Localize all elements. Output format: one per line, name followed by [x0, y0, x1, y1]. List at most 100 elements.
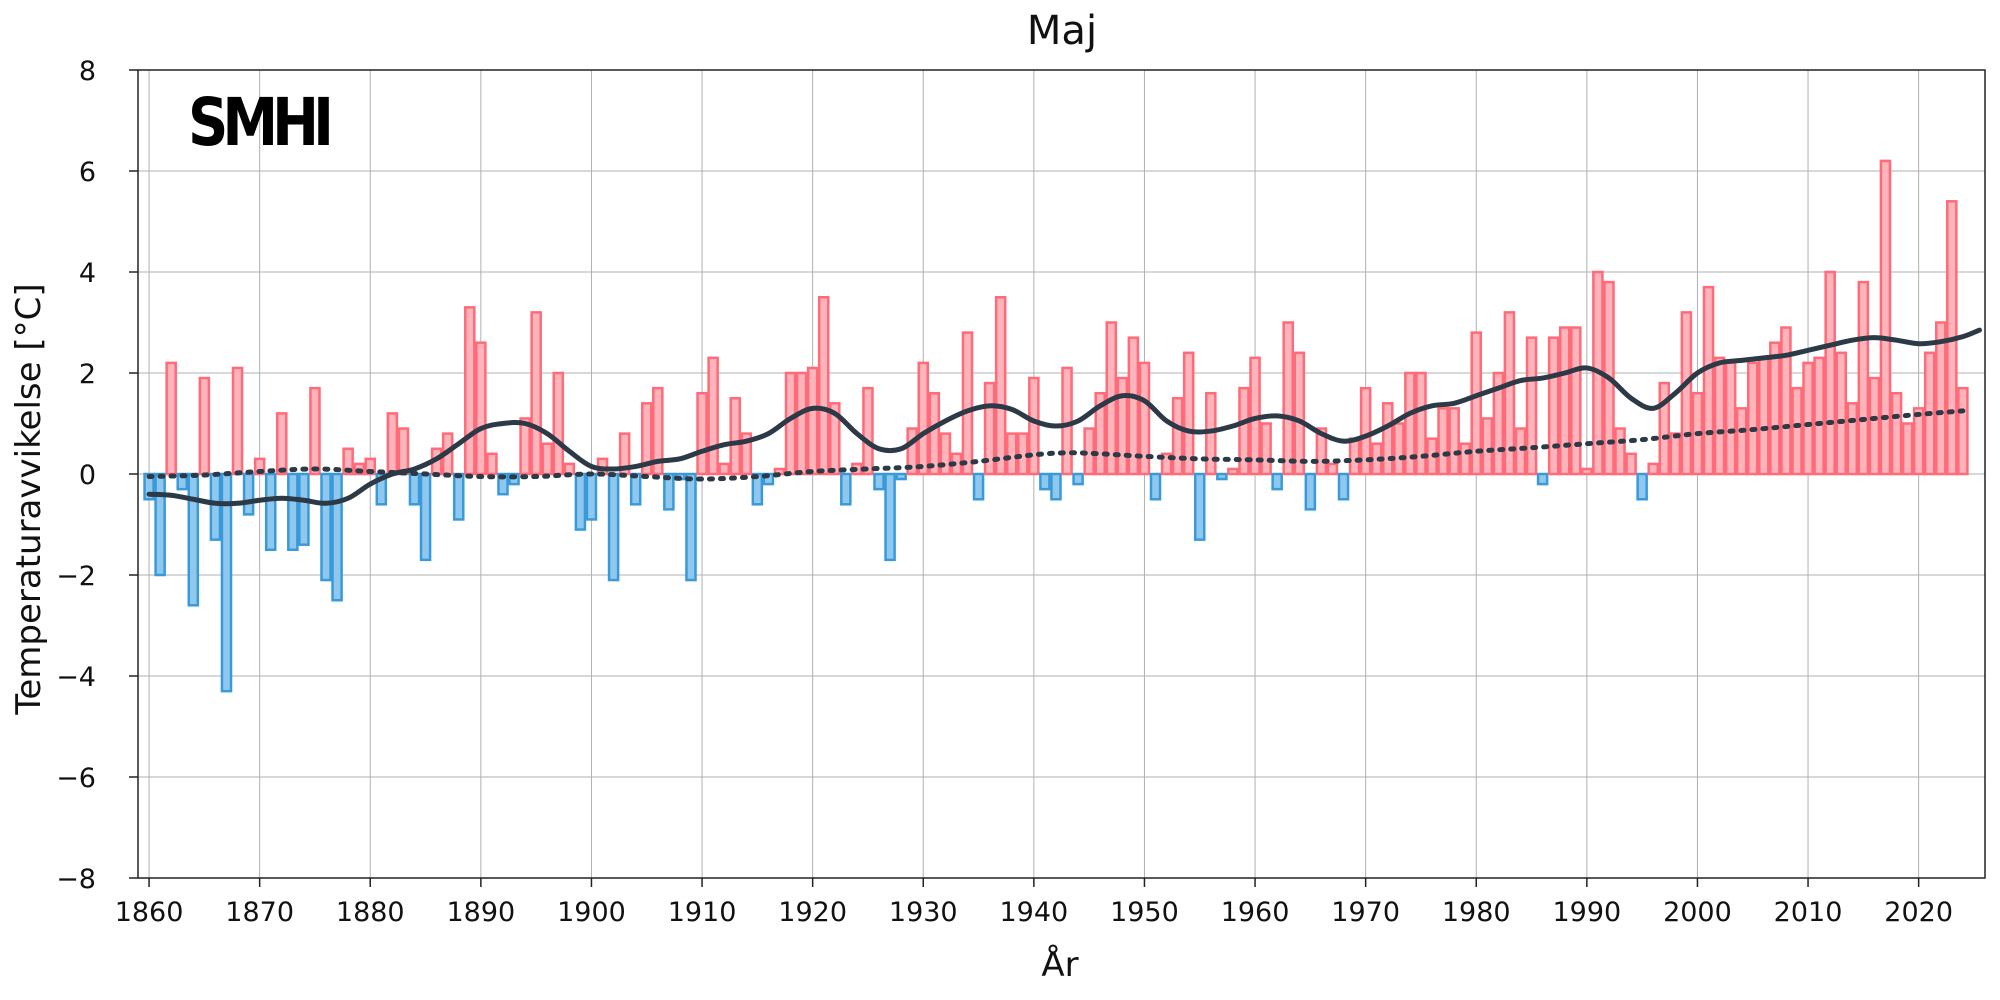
x-tick-label: 1890 — [446, 897, 515, 928]
bar-positive — [1791, 386, 1803, 476]
bar-positive — [1879, 159, 1892, 476]
bar-positive — [1094, 391, 1106, 476]
x-tick-label: 1960 — [1221, 897, 1290, 928]
smhi-logo: SMHI — [188, 84, 329, 161]
bar-positive — [486, 452, 498, 476]
bar-positive — [1415, 371, 1427, 476]
bar-positive — [475, 341, 487, 476]
bar-positive — [519, 417, 531, 476]
bar-positive — [1437, 407, 1449, 476]
bar-positive — [1459, 442, 1471, 476]
bar-negative — [663, 472, 675, 511]
bar-positive — [961, 331, 974, 476]
bar-positive — [198, 376, 211, 476]
bar-positive — [640, 402, 653, 476]
bar-negative — [320, 472, 332, 582]
bar-negative — [685, 472, 697, 582]
bar-negative — [1039, 472, 1051, 491]
bar-positive — [1503, 311, 1516, 476]
bar-negative — [1050, 472, 1062, 501]
bar-negative — [895, 472, 907, 481]
bar-negative — [143, 472, 155, 501]
bar-positive — [795, 371, 808, 476]
bar-positive — [231, 366, 244, 476]
y-tick-label: −8 — [56, 864, 96, 895]
x-tick-label: 1920 — [778, 897, 847, 928]
bar-negative — [1193, 472, 1206, 541]
trend-lines — [146, 327, 1982, 507]
bar-positive — [1625, 452, 1637, 476]
bar-negative — [607, 472, 620, 582]
bar-negative — [242, 472, 255, 516]
y-tick-label: 8 — [79, 56, 96, 87]
bar-positive — [342, 447, 354, 476]
bar-positive — [1746, 361, 1759, 476]
bar-positive — [1282, 321, 1295, 476]
bar-positive — [552, 371, 565, 476]
bar-positive — [1127, 336, 1140, 476]
y-axis-ticks: −8 −6 −4 −2 0 2 4 6 8 — [56, 56, 138, 895]
bar-positive — [165, 361, 177, 476]
bar-negative — [154, 472, 166, 577]
y-tick-label: 4 — [79, 258, 96, 289]
x-tick-label: 1990 — [1552, 897, 1621, 928]
bar-positive — [1846, 402, 1859, 476]
bar-positive — [1802, 361, 1814, 476]
x-tick-label: 1970 — [1331, 897, 1400, 928]
bar-positive — [1769, 341, 1781, 476]
bar-positive — [386, 412, 399, 476]
bar-positive — [652, 386, 664, 476]
bar-positive — [1658, 381, 1671, 476]
bar-positive — [1813, 356, 1825, 476]
linear-trend-line — [146, 408, 1966, 482]
chart-title: Maj — [1027, 8, 1097, 54]
bar-negative — [1271, 472, 1283, 491]
x-tick-label: 1900 — [557, 897, 626, 928]
x-tick-label: 2020 — [1884, 897, 1953, 928]
bar-positive — [983, 381, 996, 476]
bar-positive — [1735, 407, 1748, 476]
bar-negative — [452, 472, 465, 521]
bar-positive — [906, 427, 918, 476]
bar-negative — [1149, 472, 1162, 501]
bar-negative — [1072, 472, 1084, 486]
bar-positive — [939, 432, 952, 476]
bar-positive — [1182, 351, 1195, 476]
bar-positive — [1227, 467, 1239, 476]
bar-positive — [928, 391, 941, 476]
bar-positive — [1835, 351, 1848, 476]
bar-positive — [1171, 397, 1184, 476]
bar-positive — [828, 402, 841, 476]
x-axis-ticks: 1860 1870 1880 1890 1900 1910 1920 1930 1940 1950… — [115, 878, 1953, 928]
bar-positive — [1061, 366, 1073, 476]
bar-positive — [1934, 321, 1947, 476]
bar-positive — [1912, 407, 1925, 476]
bar-positive — [1448, 407, 1460, 476]
bar-negative — [840, 472, 852, 506]
bar-positive — [1890, 391, 1903, 476]
bar-negative — [220, 472, 233, 693]
bar-positive — [1481, 417, 1494, 476]
bar-positive — [1315, 427, 1328, 476]
bar-positive — [275, 412, 288, 476]
bar-positive — [309, 386, 321, 476]
bar-positive — [1116, 376, 1129, 476]
y-tick-label: −2 — [56, 561, 96, 592]
bar-positive — [364, 457, 377, 476]
bar-positive — [541, 442, 553, 476]
bar-positive — [1669, 432, 1682, 476]
bar-negative — [1216, 472, 1228, 481]
x-axis-label: År — [1041, 944, 1078, 985]
bar-positive — [1028, 376, 1040, 476]
bar-positive — [862, 386, 874, 476]
x-tick-label: 1930 — [889, 897, 958, 928]
bar-positive — [1901, 422, 1914, 476]
bar-positive — [806, 366, 819, 476]
bar-positive — [1547, 336, 1560, 476]
bar-positive — [1138, 361, 1151, 476]
y-tick-label: −6 — [56, 763, 96, 794]
bar-positive — [1758, 356, 1770, 476]
bar-positive — [397, 427, 410, 476]
bar-positive — [994, 296, 1007, 476]
